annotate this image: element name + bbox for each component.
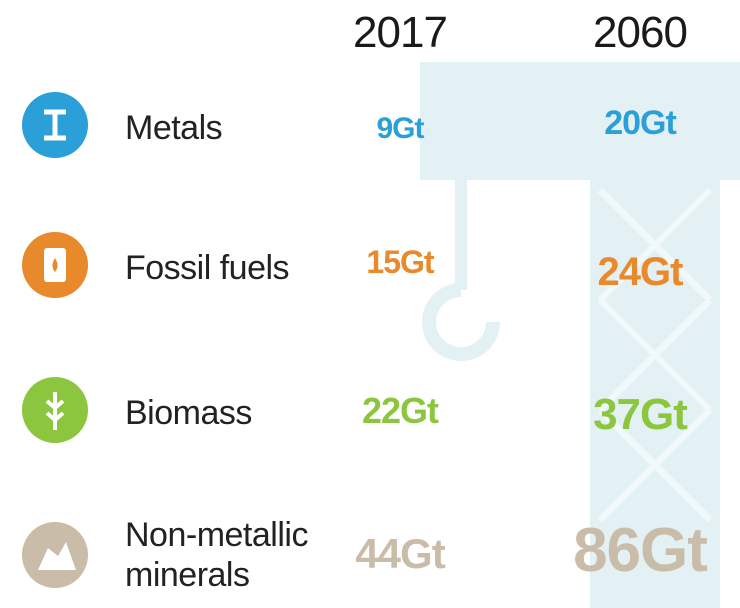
row-label: Fossil fuels <box>125 248 325 288</box>
page: {"header": {"columns": ["2017", "2060"]}… <box>0 0 740 608</box>
row-label: Biomass <box>125 393 325 433</box>
value-2017: 22Gt <box>300 390 500 432</box>
value-2017: 15Gt <box>300 244 500 281</box>
value-2060: 86Gt <box>540 515 740 586</box>
value-2017: 44Gt <box>300 530 500 578</box>
row-label: Metals <box>125 108 325 148</box>
value-2060: 20Gt <box>540 104 740 143</box>
value-2017: 9Gt <box>300 112 500 146</box>
row-label: Non-metallic minerals <box>125 515 315 595</box>
column-header: 2060 <box>560 8 720 58</box>
column-header: 2017 <box>320 8 480 58</box>
value-2060: 24Gt <box>540 250 740 295</box>
value-2060: 37Gt <box>540 390 740 440</box>
